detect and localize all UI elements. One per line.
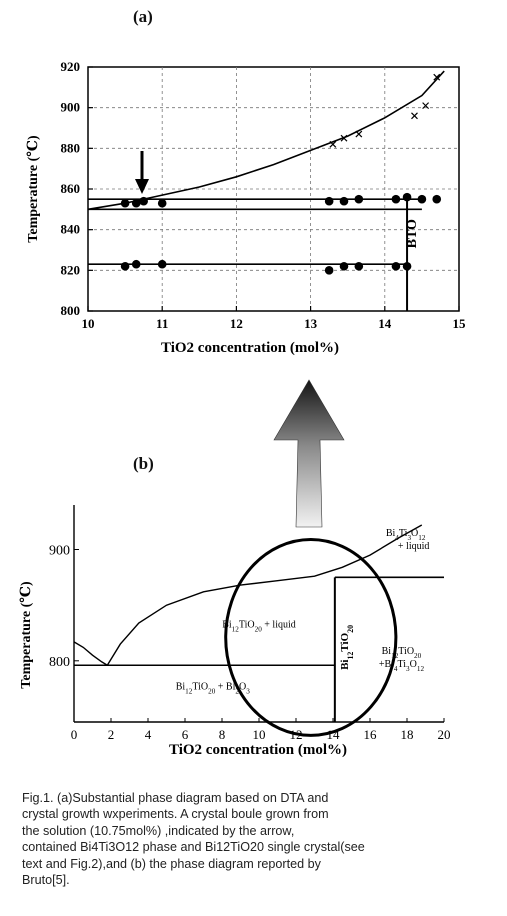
caption-line: crystal growth wxperiments. A crystal bo… [22, 807, 329, 822]
data-point [157, 198, 167, 208]
liquidus-left-curve [73, 641, 108, 666]
tick-label-x: 8 [219, 727, 226, 742]
tick-label-y: 920 [61, 59, 81, 74]
tick-label-x: 13 [304, 316, 318, 331]
data-point-x [422, 102, 430, 110]
caption-line: text and Fig.2),and (b) the phase diagra… [22, 856, 321, 871]
data-point [139, 196, 148, 206]
data-point [339, 261, 349, 271]
data-point [131, 259, 141, 269]
data-point-x [355, 130, 363, 138]
chart-b-lines [73, 524, 444, 722]
data-point [432, 194, 442, 204]
chart-b-ylabel: Temperature (℃) [19, 581, 34, 689]
tick-label-x: 6 [182, 727, 189, 742]
region-label: +Bi4Ti3O12 [379, 659, 425, 673]
tick-label-x: 11 [156, 316, 168, 331]
tick-label-y: 840 [61, 222, 81, 237]
data-point [120, 261, 130, 271]
tick-label-x: 10 [82, 316, 95, 331]
chart-b-region-labels: Bi4Ti3O12+ liquid Bi12TiO20 + liquid Bi12T… [176, 528, 430, 696]
liquidus-right-curve [106, 524, 423, 666]
caption-line: contained Bi4Ti3O12 phase and Bi12TiO20 … [22, 840, 365, 855]
region-label: Bi12TiO20 [382, 646, 422, 660]
zoom-up-arrow-icon [273, 379, 345, 528]
tick-label-y: 820 [61, 262, 81, 277]
caption-line: Fig.1. (a)Substantial phase diagram base… [22, 791, 329, 805]
chart-a-xlabel: TiO2 concentration (mol%) [161, 340, 339, 356]
tick-label-y: 900 [61, 100, 81, 115]
x-marker-stroke [329, 140, 337, 148]
highlight-ellipse [224, 537, 398, 737]
x-marker-stroke [433, 73, 441, 81]
data-point [324, 266, 334, 275]
data-point [324, 196, 334, 206]
data-point [391, 261, 401, 271]
region-label: + liquid [398, 541, 429, 552]
chart-b-xlabel: TiO2 concentration (mol%) [169, 742, 347, 758]
caption-line: the solution (10.75mol%) ,indicated by t… [22, 823, 295, 838]
x-marker-stroke [422, 102, 430, 110]
panel-a-label: (a) [133, 7, 153, 26]
data-point-x [433, 73, 441, 81]
x-marker-stroke [355, 130, 363, 138]
liquidus-curve [87, 70, 445, 211]
data-point [354, 194, 364, 204]
region-label: Bi12TiO20 [339, 625, 355, 670]
tick-label-x: 15 [453, 316, 467, 331]
data-point-x [329, 140, 337, 148]
tick-label-x: 14 [378, 316, 392, 331]
data-point [157, 259, 167, 269]
tick-label-y: 800 [61, 303, 81, 318]
figure-caption: Fig.1. (a)Substantial phase diagram base… [22, 790, 492, 888]
tick-label-x: 12 [230, 316, 243, 331]
down-arrow-icon [135, 151, 149, 194]
tick-label-y: 900 [49, 544, 70, 559]
chart-b: Bi4Ti3O12+ liquid Bi12TiO20 + liquid Bi12T… [19, 505, 451, 758]
data-point [354, 261, 364, 271]
tick-label-x: 4 [145, 727, 152, 742]
tick-label-y: 800 [49, 655, 70, 670]
chart-a-grid [88, 67, 459, 311]
tick-label-x: 18 [401, 727, 414, 742]
data-point [120, 198, 130, 208]
region-label: Bi12TiO20 + liquid [222, 619, 296, 633]
data-point [417, 194, 427, 204]
bto-label: BTO [405, 219, 420, 248]
tick-label-y: 880 [61, 140, 81, 155]
data-point [402, 192, 412, 202]
x-marker-stroke [411, 112, 418, 120]
data-point [131, 198, 141, 208]
chart-b-ticks: 0 2 4 6 8 10 12 14 16 18 20 800 900 [49, 505, 451, 742]
data-point [339, 196, 349, 206]
tick-label-x: 14 [327, 727, 341, 742]
data-point [402, 261, 412, 271]
region-label: Bi4Ti3O12 [386, 528, 426, 542]
panel-b-label: (b) [133, 454, 154, 473]
tick-label-x: 16 [364, 727, 378, 742]
data-point [391, 194, 401, 204]
tick-label-x: 2 [108, 727, 115, 742]
x-marker-stroke [340, 134, 348, 142]
region-label: Bi12TiO20 + Bi2O3 [176, 682, 251, 696]
chart-a-ylabel: Temperature (℃) [26, 135, 41, 243]
data-point-x [411, 112, 418, 120]
chart-a-ticks: 10 11 12 13 14 15 800 820 840 860 880 900 920 [61, 59, 467, 331]
tick-label-x: 0 [71, 727, 78, 742]
tick-label-x: 10 [253, 727, 266, 742]
tick-label-x: 12 [290, 727, 303, 742]
data-point-x [340, 134, 348, 142]
chart-a-points [120, 73, 442, 275]
chart-a: 10 11 12 13 14 15 800 820 840 860 880 900 920 BTO Ti… [26, 59, 466, 356]
caption-line: Bruto[5]. [22, 873, 70, 888]
tick-label-y: 860 [61, 181, 81, 196]
tick-label-x: 20 [438, 727, 451, 742]
